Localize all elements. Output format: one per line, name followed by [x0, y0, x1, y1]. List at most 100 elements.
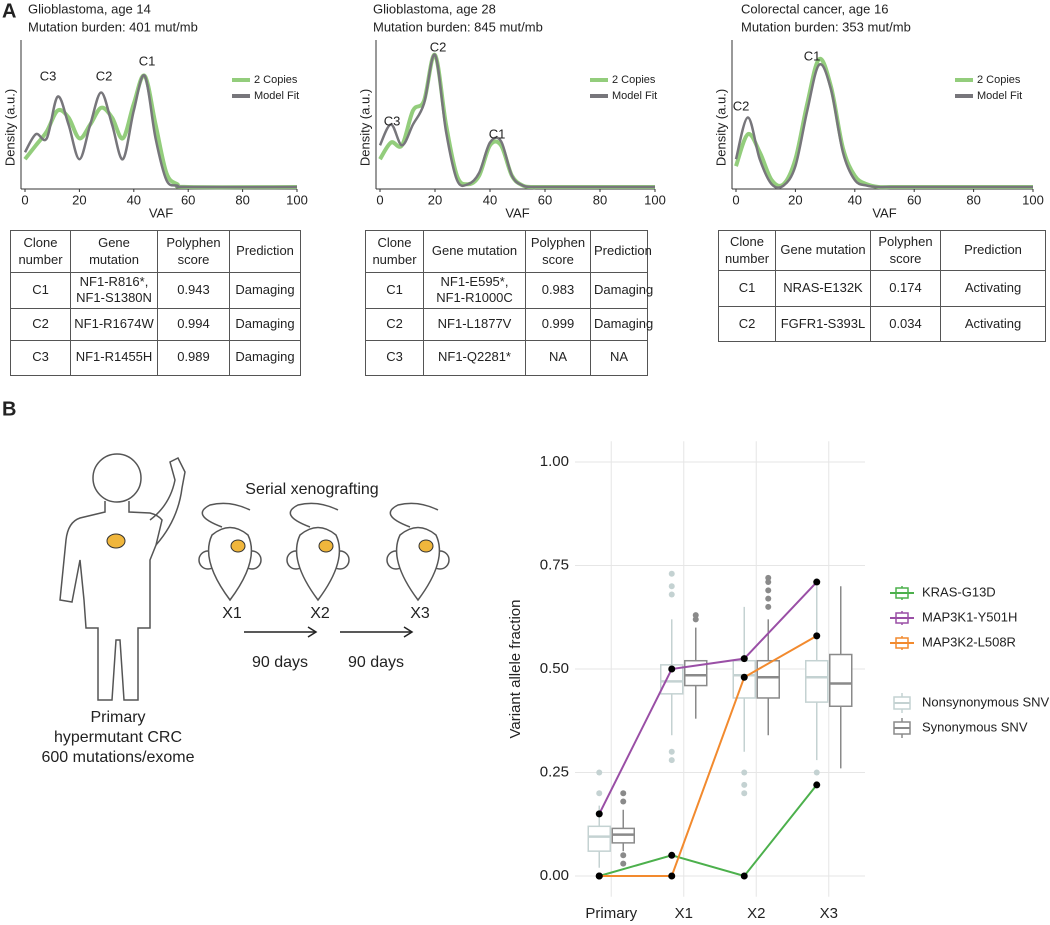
density-curve — [23, 73, 298, 190]
outlier — [596, 769, 603, 776]
outlier — [741, 769, 748, 776]
x-tick-label: X2 — [747, 905, 765, 922]
table-cell: C1 — [10, 272, 71, 309]
mouse-head — [395, 526, 441, 602]
legend-label: Model Fit — [977, 90, 1022, 102]
mouse — [386, 502, 450, 602]
xenograft-label: X1 — [222, 605, 242, 622]
x-tick-label: 0 — [732, 192, 739, 207]
outlier — [813, 769, 820, 776]
table-header-cell: Polyphen score — [870, 230, 941, 271]
clone-table: Clone number Gene mutation Polyphen score P… — [365, 230, 653, 376]
table-cell: 0.999 — [525, 307, 591, 341]
mouse-tail — [289, 502, 339, 528]
outlier — [668, 570, 675, 577]
mutation-line — [598, 784, 818, 878]
x-axis-label: VAF — [149, 205, 173, 220]
mutation-point — [595, 872, 603, 880]
legend-label: Nonsynonymous SNV — [922, 694, 1049, 709]
panel-label: B — [2, 398, 16, 420]
y-tick-label: 0.50 — [540, 660, 569, 677]
x-tick-label: 40 — [127, 192, 141, 207]
chart-title: Glioblastoma, age 14 — [28, 1, 151, 16]
y-tick-label: 0.75 — [540, 556, 569, 573]
mutation-point — [813, 781, 821, 789]
table-cell: Damaging — [229, 272, 301, 309]
mutation-point — [740, 872, 748, 880]
legend-label: 2 Copies — [977, 74, 1021, 86]
table-cell: C2 — [365, 307, 424, 341]
peak-label: C2 — [96, 68, 113, 83]
x-axis-label: VAF — [872, 205, 896, 220]
mutation-point — [740, 655, 748, 663]
table-cell: C2 — [718, 306, 776, 342]
outlier — [765, 579, 772, 586]
x-tick-label: 60 — [907, 192, 921, 207]
tumor — [106, 533, 126, 549]
table-cell: NF1-Q2281* — [423, 339, 526, 376]
legend-label: 2 Copies — [254, 74, 298, 86]
outlier — [765, 595, 772, 602]
table-cell: NF1-E595*, NF1-R1000C — [423, 272, 526, 309]
y-axis-label: Density (a.u.) — [2, 89, 17, 166]
x-tick-label: 20 — [72, 192, 86, 207]
box — [805, 659, 829, 703]
x-tick-label: X1 — [675, 905, 693, 922]
illustration-heading: Serial xenografting — [245, 481, 378, 498]
outlier — [668, 583, 675, 590]
x-tick-label: 100 — [644, 192, 666, 207]
density-curve — [23, 74, 298, 189]
density-curve — [378, 53, 656, 189]
table-header-cell: Prediction — [940, 230, 1046, 271]
mouse — [198, 502, 262, 602]
x-tick-label: 40 — [483, 192, 497, 207]
chart-title: Glioblastoma, age 28 — [373, 1, 496, 16]
peak-label: C1 — [139, 53, 156, 68]
child-figure — [59, 453, 186, 701]
mutation-point — [668, 872, 676, 880]
table-header-cell: Clone number — [718, 230, 776, 271]
mutation-line — [598, 581, 818, 815]
peak-label: C2 — [430, 39, 447, 54]
table-cell: 0.983 — [525, 272, 591, 309]
chart-subtitle: Mutation burden: 845 mut/mb — [373, 19, 543, 34]
outlier — [765, 603, 772, 610]
mutation-point — [813, 578, 821, 586]
outlier — [765, 587, 772, 594]
x-tick-label: 100 — [1022, 192, 1044, 207]
interval-label: 90 days — [348, 654, 404, 671]
table-header-cell: Polyphen score — [525, 230, 591, 273]
y-axis-label: Variant allele fraction — [507, 600, 524, 739]
x-tick-label: 80 — [235, 192, 249, 207]
legend-label: KRAS-G13D — [922, 584, 996, 599]
table-cell: Damaging — [590, 272, 653, 309]
outlier — [668, 757, 675, 764]
mouse-tail — [201, 502, 251, 528]
clone-table: Clone number Gene mutation Polyphen score P… — [10, 230, 301, 376]
interval-label: 90 days — [252, 654, 308, 671]
mutation-point — [668, 665, 676, 673]
table-cell: Damaging — [590, 307, 653, 341]
outlier — [620, 790, 627, 797]
chart-title: Colorectal cancer, age 16 — [741, 1, 888, 16]
mutation-point — [595, 810, 603, 818]
table-cell: Damaging — [229, 307, 301, 341]
x-tick-label: 60 — [181, 192, 195, 207]
table-cell: NF1-R1674W — [70, 307, 158, 341]
chart-subtitle: Mutation burden: 353 mut/mb — [741, 19, 911, 34]
peak-label: C3 — [40, 68, 57, 83]
clone-table: Clone number Gene mutation Polyphen score P… — [718, 230, 1046, 342]
x-tick-label: 0 — [21, 192, 28, 207]
box — [756, 659, 780, 699]
y-axis-label: Density (a.u.) — [713, 89, 728, 166]
x-tick-label: 20 — [788, 192, 802, 207]
table-cell: C1 — [718, 270, 776, 307]
table-header-cell: Gene mutation — [423, 230, 526, 273]
tumor — [230, 539, 246, 553]
legend-label: Model Fit — [612, 90, 657, 102]
box — [660, 664, 684, 695]
tumor — [318, 539, 334, 553]
xenograft-label: X3 — [410, 605, 430, 622]
table-cell: NF1-L1877V — [423, 307, 526, 341]
outlier — [692, 612, 699, 619]
